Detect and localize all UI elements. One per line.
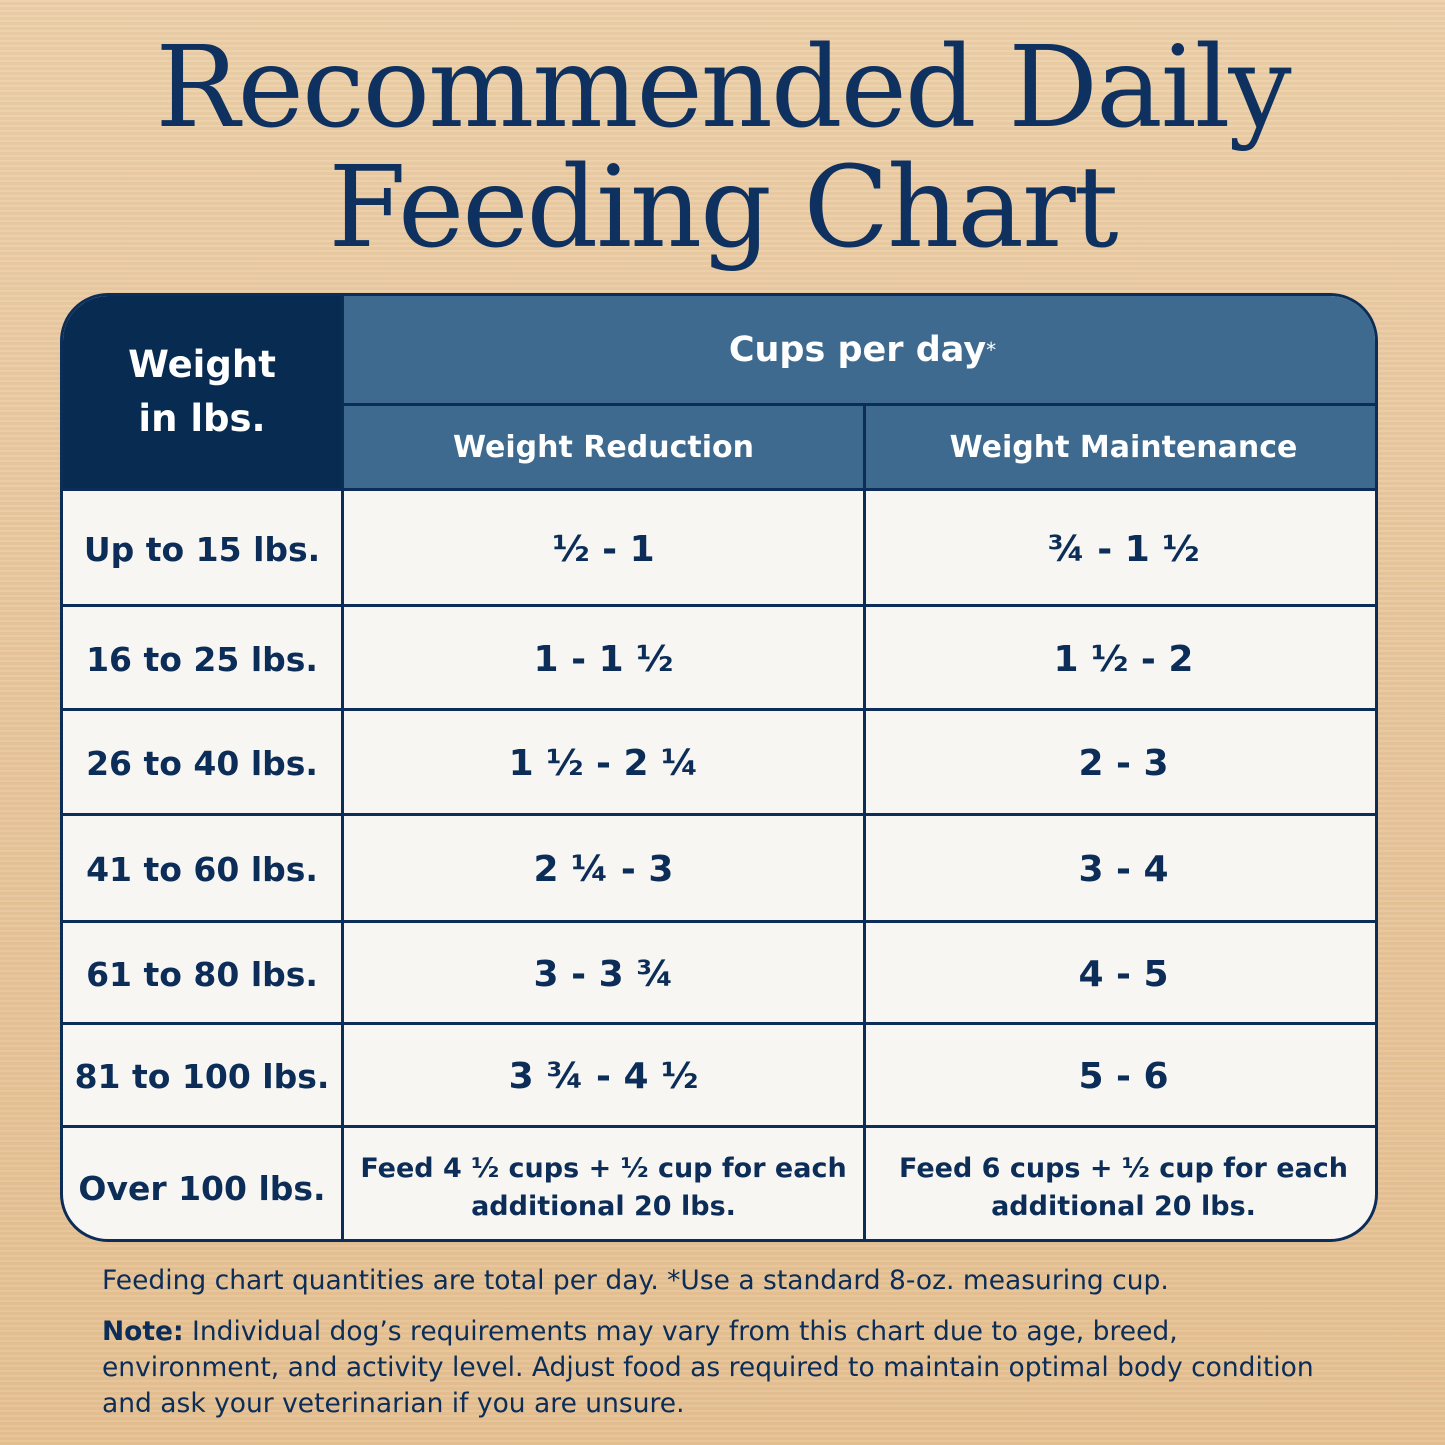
header-cups-per-day: Cups per day * xyxy=(341,296,1375,403)
weight-cell: Up to 15 lbs. xyxy=(83,529,321,569)
header-weight-reduction: Weight Reduction xyxy=(341,403,863,488)
weight-cell: 41 to 60 lbs. xyxy=(86,850,318,889)
maintenance-cell: 4 - 5 xyxy=(863,923,1375,1025)
note-label: Note: xyxy=(102,1316,184,1347)
footer-note: Note: Individual dog’s requirements may … xyxy=(102,1314,1352,1422)
weight-cell: 26 to 40 lbs. xyxy=(86,744,318,783)
reduction-cell: 1 - 1 ½ xyxy=(341,607,863,711)
table-row: Over 100 lbs. Feed 4 ½ cups + ½ cup for e… xyxy=(63,1125,1375,1239)
reduction-cell: 3 - 3 ¾ xyxy=(341,923,863,1025)
maintenance-cell: 2 - 3 xyxy=(863,711,1375,816)
reduction-cell: Feed 4 ½ cups + ½ cup for each additiona… xyxy=(341,1128,863,1239)
maintenance-cell: 5 - 6 xyxy=(863,1025,1375,1128)
feeding-table: Weight in lbs. Cups per day * Weight Redu… xyxy=(60,293,1378,1242)
weight-cell: Over 100 lbs. xyxy=(78,1168,326,1208)
footer-quantities-note: Feeding chart quantities are total per d… xyxy=(102,1265,1169,1296)
maintenance-cell: Feed 6 cups + ½ cup for each additional … xyxy=(863,1128,1375,1239)
reduction-cell: 3 ¾ - 4 ½ xyxy=(341,1025,863,1128)
maintenance-cell: ¾ - 1 ½ xyxy=(863,491,1375,607)
header-cups-label: Cups per day xyxy=(728,329,987,370)
weight-cell: 81 to 100 lbs. xyxy=(74,1057,330,1096)
reduction-cell: 1 ½ - 2 ¼ xyxy=(341,711,863,816)
page-title-line1: Recommended Daily xyxy=(155,23,1291,153)
maintenance-cell: 3 - 4 xyxy=(863,816,1375,923)
reduction-cell: ½ - 1 xyxy=(341,491,863,607)
maintenance-cell: 1 ½ - 2 xyxy=(863,607,1375,711)
weight-cell: 61 to 80 lbs. xyxy=(86,954,318,994)
page-title-line2: Feeding Chart xyxy=(328,143,1118,273)
asterisk: * xyxy=(986,337,997,362)
header-weight-maintenance: Weight Maintenance xyxy=(863,403,1375,488)
header-weight: Weight in lbs. xyxy=(63,296,341,488)
weight-cell: 16 to 25 lbs. xyxy=(86,639,318,679)
note-text: Individual dog’s requirements may vary f… xyxy=(102,1316,1314,1419)
reduction-cell: 2 ¼ - 3 xyxy=(341,816,863,923)
